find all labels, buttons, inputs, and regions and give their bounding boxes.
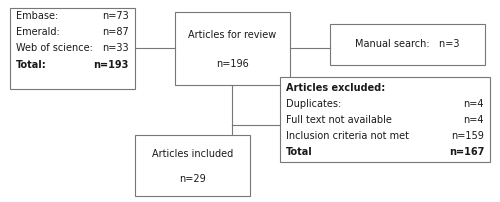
Text: n=4: n=4 bbox=[464, 115, 484, 125]
Text: Embase:: Embase: bbox=[16, 11, 58, 21]
Text: n=193: n=193 bbox=[94, 60, 129, 70]
Text: Articles included: Articles included bbox=[152, 148, 233, 159]
Text: Total:: Total: bbox=[16, 60, 47, 70]
FancyBboxPatch shape bbox=[280, 77, 490, 162]
Text: Articles for review: Articles for review bbox=[188, 30, 276, 40]
Text: Full text not available: Full text not available bbox=[286, 115, 392, 125]
FancyBboxPatch shape bbox=[10, 8, 135, 89]
Text: Manual search:   n=3: Manual search: n=3 bbox=[356, 39, 460, 49]
FancyBboxPatch shape bbox=[330, 24, 485, 65]
FancyBboxPatch shape bbox=[135, 135, 250, 196]
Text: n=33: n=33 bbox=[102, 43, 129, 54]
Text: Inclusion criteria not met: Inclusion criteria not met bbox=[286, 131, 409, 141]
Text: Total: Total bbox=[286, 147, 313, 157]
Text: n=29: n=29 bbox=[179, 174, 206, 184]
Text: n=4: n=4 bbox=[464, 99, 484, 109]
Text: n=196: n=196 bbox=[216, 59, 249, 69]
Text: Duplicates:: Duplicates: bbox=[286, 99, 342, 109]
Text: n=167: n=167 bbox=[448, 147, 484, 157]
Text: n=87: n=87 bbox=[102, 27, 129, 37]
Text: n=159: n=159 bbox=[451, 131, 484, 141]
Text: Web of science:: Web of science: bbox=[16, 43, 93, 54]
Text: Articles excluded:: Articles excluded: bbox=[286, 83, 386, 93]
FancyBboxPatch shape bbox=[175, 12, 290, 85]
Text: Emerald:: Emerald: bbox=[16, 27, 60, 37]
Text: n=73: n=73 bbox=[102, 11, 129, 21]
